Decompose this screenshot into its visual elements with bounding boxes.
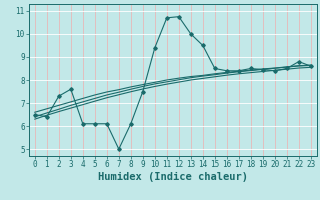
- X-axis label: Humidex (Indice chaleur): Humidex (Indice chaleur): [98, 172, 248, 182]
